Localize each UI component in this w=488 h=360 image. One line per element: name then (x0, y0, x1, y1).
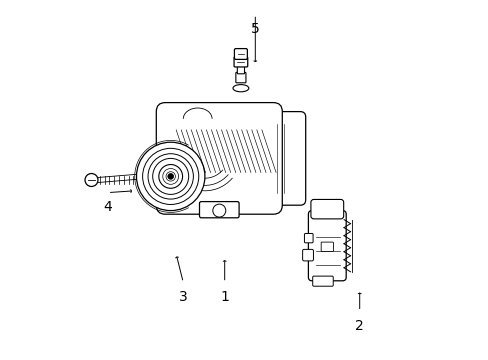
FancyBboxPatch shape (234, 57, 247, 67)
FancyBboxPatch shape (156, 103, 282, 214)
Text: 3: 3 (179, 290, 187, 304)
FancyBboxPatch shape (321, 242, 333, 251)
Ellipse shape (232, 85, 248, 92)
Text: 2: 2 (355, 319, 364, 333)
FancyBboxPatch shape (199, 202, 239, 218)
FancyBboxPatch shape (264, 112, 305, 205)
Circle shape (136, 142, 204, 211)
FancyBboxPatch shape (304, 233, 312, 243)
FancyBboxPatch shape (237, 65, 244, 74)
FancyBboxPatch shape (302, 249, 313, 261)
FancyBboxPatch shape (310, 199, 343, 219)
FancyBboxPatch shape (312, 276, 332, 286)
Circle shape (159, 165, 182, 188)
Circle shape (167, 174, 173, 179)
FancyBboxPatch shape (308, 211, 346, 281)
Circle shape (212, 204, 225, 217)
Circle shape (85, 174, 98, 186)
FancyBboxPatch shape (235, 72, 245, 83)
Text: 1: 1 (220, 290, 229, 304)
Text: 4: 4 (103, 200, 112, 214)
Text: 5: 5 (250, 22, 259, 36)
FancyBboxPatch shape (234, 49, 247, 59)
